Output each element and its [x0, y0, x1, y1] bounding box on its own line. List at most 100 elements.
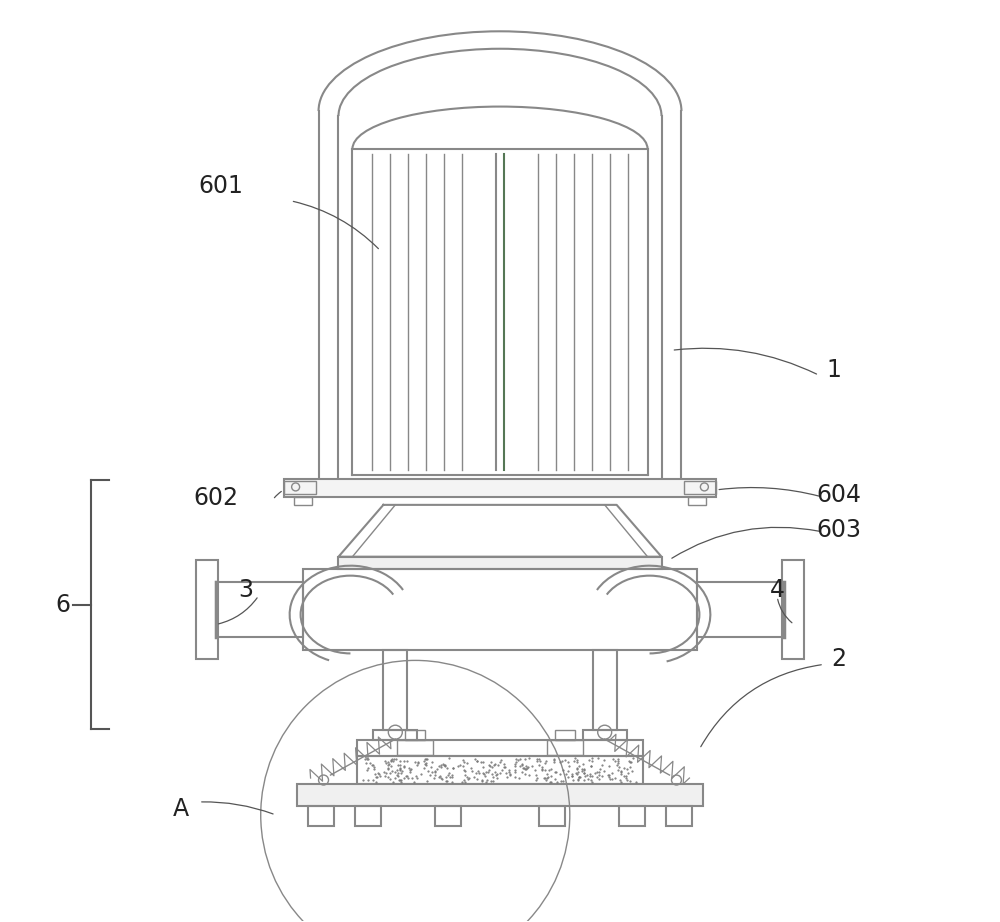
Point — [393, 774, 409, 789]
Point — [424, 765, 440, 780]
Point — [536, 771, 552, 786]
Point — [452, 757, 468, 772]
Point — [383, 752, 399, 767]
Text: 601: 601 — [198, 174, 243, 198]
Text: 4: 4 — [770, 577, 785, 602]
Point — [476, 766, 492, 781]
Point — [390, 758, 406, 773]
Point — [385, 753, 401, 768]
Point — [518, 762, 534, 776]
Point — [360, 751, 376, 766]
Point — [602, 772, 618, 786]
Point — [512, 758, 528, 773]
Bar — [619, 806, 645, 826]
Point — [380, 758, 396, 773]
Point — [565, 773, 581, 787]
Point — [492, 755, 508, 770]
Point — [362, 755, 378, 770]
Point — [427, 763, 443, 778]
Point — [390, 769, 406, 784]
Point — [445, 761, 461, 775]
Point — [609, 758, 625, 773]
Bar — [547, 740, 583, 755]
Point — [368, 774, 384, 789]
Point — [387, 771, 403, 786]
Point — [474, 773, 490, 787]
Point — [519, 761, 535, 775]
Point — [552, 755, 568, 770]
Point — [433, 760, 449, 774]
Point — [372, 768, 388, 783]
Point — [584, 751, 600, 766]
Point — [541, 762, 557, 777]
Point — [546, 754, 562, 769]
Point — [517, 766, 533, 781]
Point — [418, 755, 434, 770]
Point — [516, 761, 532, 775]
Point — [583, 759, 599, 774]
Point — [490, 758, 506, 773]
Point — [439, 761, 455, 775]
Point — [418, 758, 434, 773]
Point — [404, 771, 420, 786]
Point — [469, 772, 485, 786]
Point — [433, 771, 449, 786]
Point — [583, 773, 599, 787]
Point — [480, 764, 496, 779]
Point — [483, 755, 499, 770]
Point — [507, 764, 523, 779]
Point — [576, 762, 592, 776]
Point — [589, 770, 605, 785]
Point — [591, 771, 607, 786]
Point — [532, 753, 548, 768]
Point — [610, 753, 626, 768]
Point — [420, 764, 436, 779]
Point — [371, 767, 387, 782]
Point — [445, 761, 461, 775]
Point — [534, 760, 550, 774]
Point — [571, 759, 587, 774]
Point — [439, 774, 455, 788]
Point — [537, 762, 553, 777]
Point — [576, 763, 592, 778]
Point — [594, 769, 610, 784]
Point — [370, 765, 386, 780]
Point — [367, 767, 383, 782]
Point — [377, 769, 393, 784]
Point — [507, 759, 523, 774]
Point — [410, 755, 426, 770]
Point — [569, 762, 585, 776]
Point — [366, 760, 382, 774]
Point — [607, 754, 623, 769]
Point — [396, 754, 412, 769]
Point — [600, 767, 616, 782]
Point — [610, 756, 626, 771]
Point — [528, 773, 544, 787]
Point — [440, 767, 456, 782]
Point — [461, 771, 477, 786]
Point — [576, 773, 592, 787]
Point — [575, 756, 591, 771]
Point — [479, 773, 495, 787]
Point — [628, 774, 644, 789]
Point — [444, 768, 460, 783]
Point — [566, 753, 582, 768]
Point — [441, 766, 457, 781]
Point — [387, 764, 403, 779]
Point — [438, 774, 454, 788]
Point — [468, 766, 484, 781]
Bar — [555, 730, 575, 740]
Point — [457, 763, 473, 778]
Point — [531, 758, 547, 773]
Point — [416, 753, 432, 768]
Point — [427, 768, 443, 783]
Point — [436, 758, 452, 773]
Point — [502, 767, 518, 782]
Point — [380, 762, 396, 776]
Point — [610, 762, 626, 777]
Point — [619, 773, 635, 787]
Point — [471, 765, 487, 780]
Point — [431, 770, 447, 785]
Bar — [297, 784, 703, 806]
Point — [613, 766, 629, 781]
